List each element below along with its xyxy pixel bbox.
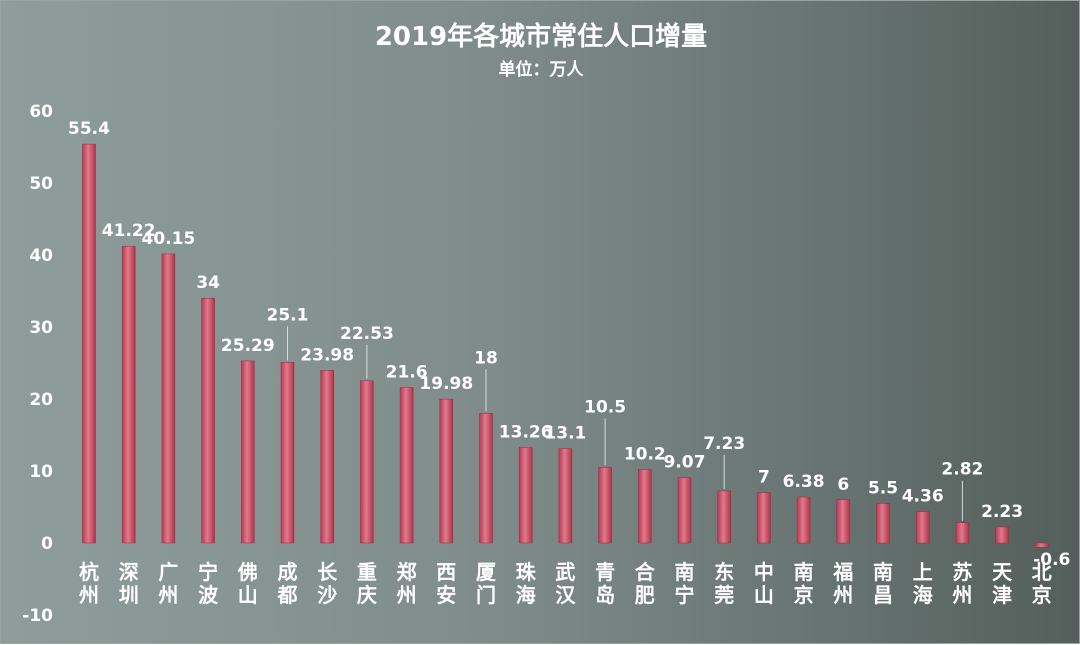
x-tick-label: 宁波 — [198, 560, 219, 607]
y-tick-label: 40 — [29, 246, 53, 266]
data-label: 6.38 — [783, 472, 825, 492]
data-label: 13.1 — [544, 424, 586, 444]
x-tick-label: 青岛 — [595, 560, 615, 607]
y-tick-label: 60 — [29, 102, 53, 122]
bar — [558, 448, 573, 544]
data-label: 2.23 — [981, 502, 1023, 522]
data-label: 5.5 — [868, 478, 898, 498]
y-axis: 60 50 40 30 20 10 0 -10 — [22, 102, 53, 626]
data-label: 6 — [837, 475, 849, 495]
x-tick-label: 南昌 — [873, 560, 893, 607]
bar — [995, 526, 1009, 544]
x-tick-label: 南宁 — [675, 560, 695, 607]
x-tick-label: 东莞 — [714, 560, 734, 607]
x-tick-label: 杭州 — [79, 560, 99, 607]
x-axis: 杭州深圳广州宁波佛山成都长沙重庆郑州西安厦门珠海武汉青岛合肥南宁东莞中山南京福州… — [79, 560, 1052, 607]
bar — [280, 362, 295, 544]
x-tick-label: 珠海 — [516, 560, 537, 607]
data-label: 18 — [474, 348, 498, 368]
bar — [479, 413, 493, 544]
bar — [638, 469, 652, 544]
bar — [915, 511, 930, 544]
data-label: 2.82 — [941, 460, 983, 480]
bar — [399, 387, 414, 544]
data-label: 40.15 — [142, 229, 196, 249]
x-tick-label: 深圳 — [119, 560, 139, 607]
y-tick-label: 10 — [29, 462, 53, 482]
bar — [1035, 542, 1049, 548]
bar — [717, 490, 731, 544]
x-tick-label: 合肥 — [635, 560, 656, 607]
x-tick-label: 重庆 — [357, 560, 377, 607]
x-tick-label: 佛山 — [237, 560, 258, 607]
data-label: 4.36 — [902, 487, 944, 507]
data-label: 23.98 — [300, 345, 354, 365]
data-label: 7 — [758, 468, 770, 488]
data-label: 25.1 — [267, 305, 309, 325]
bar — [82, 143, 96, 544]
data-label: 34 — [196, 273, 220, 293]
x-tick-label: 福州 — [832, 560, 853, 607]
bar — [360, 380, 374, 544]
x-tick-label: 西安 — [436, 560, 456, 607]
y-tick-label: 0 — [41, 534, 53, 554]
x-tick-label: 厦门 — [476, 560, 497, 607]
bar — [598, 467, 612, 544]
bar — [876, 503, 890, 544]
bar — [836, 499, 851, 544]
x-tick-label: 北京 — [1032, 560, 1052, 607]
bar — [121, 245, 136, 544]
bar — [161, 253, 176, 544]
x-tick-label: 成都 — [277, 560, 298, 607]
x-tick-label: 南京 — [794, 560, 814, 607]
bar — [955, 522, 970, 544]
bar — [201, 297, 215, 544]
x-tick-label: 广州 — [158, 560, 178, 607]
y-tick-label: -10 — [22, 606, 53, 626]
x-tick-label: 郑州 — [397, 560, 417, 607]
x-tick-label: 上海 — [913, 560, 933, 607]
data-label: 41.22 — [102, 221, 156, 241]
data-label: 21.6 — [386, 362, 428, 382]
data-label: 25.29 — [221, 336, 275, 356]
x-tick-label: 天津 — [992, 560, 1013, 607]
chart-title: 2019年各城市常住人口增量 — [375, 21, 707, 52]
bar — [439, 398, 454, 544]
data-label: -0.6 — [1033, 550, 1070, 570]
bar — [320, 370, 334, 544]
bar — [677, 477, 692, 544]
y-tick-label: 20 — [29, 390, 53, 410]
data-label: 9.07 — [664, 453, 706, 473]
x-tick-label: 武汉 — [555, 560, 576, 607]
bar-series — [82, 143, 1049, 548]
data-label: 55.4 — [68, 119, 110, 139]
bar — [241, 360, 255, 544]
data-labels: 55.441.2240.153425.2925.123.9822.5321.61… — [68, 119, 1070, 570]
y-tick-label: 30 — [29, 318, 53, 338]
data-label: 19.98 — [419, 374, 473, 394]
x-tick-label: 苏州 — [952, 560, 972, 607]
data-label: 7.23 — [703, 434, 745, 454]
bar — [518, 447, 533, 544]
data-label: 10.5 — [584, 397, 626, 417]
x-tick-label: 长沙 — [317, 560, 338, 607]
data-label: 22.53 — [340, 324, 394, 344]
bar — [757, 492, 771, 544]
data-label: 13.26 — [499, 423, 553, 443]
data-label: 10.2 — [624, 445, 666, 465]
y-tick-label: 50 — [29, 174, 53, 194]
bar — [796, 496, 811, 544]
x-tick-label: 中山 — [754, 560, 774, 607]
chart-subtitle: 单位：万人 — [499, 59, 585, 80]
